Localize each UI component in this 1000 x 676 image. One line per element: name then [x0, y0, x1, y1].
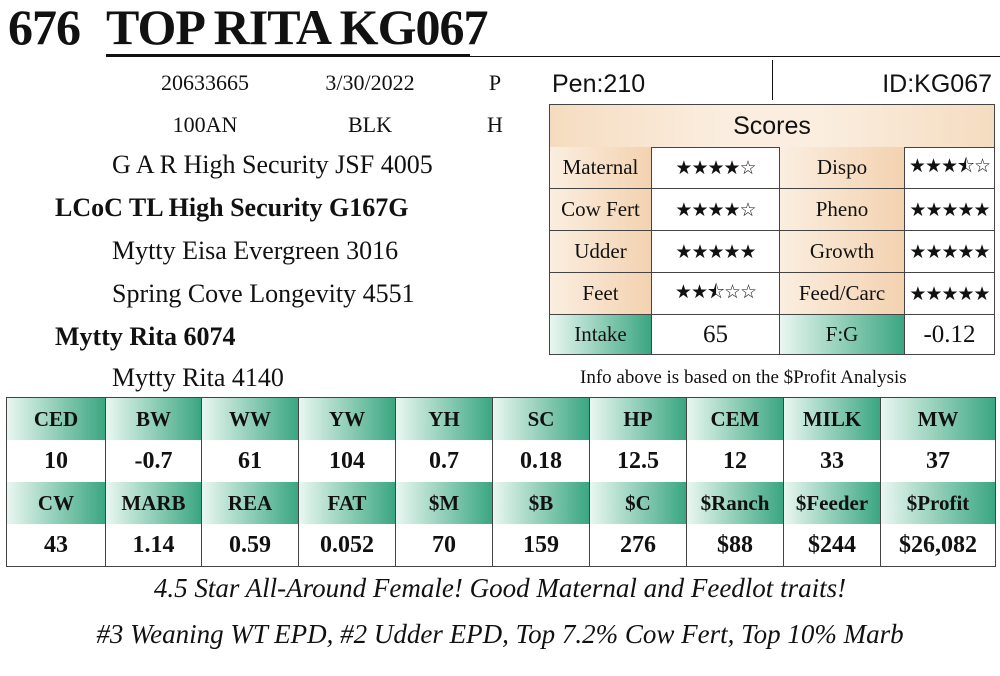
epd-value: 12.5 [590, 440, 687, 482]
score-stars: ★★★★★ [909, 282, 990, 305]
pen-id-divider [772, 60, 773, 100]
epd-value: 33 [784, 440, 881, 482]
epd-header: MILK [784, 398, 881, 440]
scores-row: Maternal ★★★★☆ Dispo ★★★⯪☆ [550, 147, 994, 189]
breed-percent: 100AN [172, 112, 238, 137]
epd-header: MW [881, 398, 995, 440]
score-label: Feet [550, 273, 652, 314]
epd-value: 0.18 [493, 440, 590, 482]
epd-header: SC [493, 398, 590, 440]
birth-date: 3/30/2022 [325, 70, 415, 95]
epd-value: 10 [7, 440, 106, 482]
pedigree-dam-sire: Spring Cove Longevity 4551 [112, 279, 415, 308]
feed-gain-label: F:G [780, 315, 905, 354]
pedigree-sire-dam: Mytty Eisa Evergreen 3016 [112, 236, 399, 265]
score-stars: ★★★★★ [909, 198, 990, 221]
pedigree-sire: LCoC TL High Security G167G [55, 193, 409, 222]
score-label: Feed/Carc [780, 273, 905, 314]
score-stars: ★★★★☆ [652, 147, 780, 188]
epd-value: 37 [881, 440, 995, 482]
intake-value: 65 [652, 315, 780, 354]
feed-gain-value: -0.12 [923, 320, 976, 348]
epd-value: 1.14 [106, 524, 202, 566]
epd-value: $88 [687, 524, 784, 566]
epd-header: MARB [106, 482, 202, 524]
epd-value: 0.59 [202, 524, 299, 566]
epd-value: 0.7 [396, 440, 493, 482]
epd-value: $26,082 [881, 524, 995, 566]
score-label: Dispo [780, 147, 905, 188]
epd-header: $M [396, 482, 493, 524]
epd-header: YH [396, 398, 493, 440]
epd-header: FAT [299, 482, 396, 524]
score-stars: ★★★★★ [652, 231, 780, 272]
epd-header: $B [493, 482, 590, 524]
score-label: Growth [780, 231, 905, 272]
epd-value: 61 [202, 440, 299, 482]
scores-row-intake: Intake 65 F:G -0.12 [550, 315, 994, 354]
score-label: Maternal [550, 147, 652, 188]
epd-header-row: CW MARB REA FAT $M $B $C $Ranch $Feeder … [7, 482, 995, 525]
epd-header-row: CED BW WW YW YH SC HP CEM MILK MW [7, 398, 995, 441]
epd-value: 104 [299, 440, 396, 482]
epd-value-row: 43 1.14 0.59 0.052 70 159 276 $88 $244 $… [7, 524, 995, 566]
epd-header: $Feeder [784, 482, 881, 524]
registration-number: 20633665 [161, 70, 249, 95]
epd-value: 159 [493, 524, 590, 566]
epd-header: WW [202, 398, 299, 440]
polled-code: P [488, 70, 502, 95]
epd-header: YW [299, 398, 396, 440]
score-stars: ★★★⯪☆ [908, 154, 991, 177]
animal-id: ID:KG067 [882, 70, 992, 98]
score-stars: ★★★★☆ [652, 189, 780, 230]
epd-header: CEM [687, 398, 784, 440]
score-label: Udder [550, 231, 652, 272]
name-underline [106, 54, 470, 57]
score-label: Cow Fert [550, 189, 652, 230]
epd-value: 276 [590, 524, 687, 566]
scores-table: Scores Maternal ★★★★☆ Dispo ★★★⯪☆ Cow Fe… [549, 104, 995, 355]
epd-table: CED BW WW YW YH SC HP CEM MILK MW 10 -0.… [6, 397, 996, 567]
epd-value: 12 [687, 440, 784, 482]
epd-header: CW [7, 482, 106, 524]
sex-code: H [487, 112, 503, 137]
animal-name: TOP RITA KG067 [106, 0, 488, 55]
epd-header: $Ranch [687, 482, 784, 524]
tagline-rankings: #3 Weaning WT EPD, #2 Udder EPD, Top 7.2… [96, 619, 904, 649]
score-stars: ★★⯪☆☆ [652, 273, 780, 314]
pedigree-sire-sire: G A R High Security JSF 4005 [112, 150, 433, 179]
epd-header: HP [590, 398, 687, 440]
header-rule [470, 56, 1000, 57]
pedigree-dam-dam: Mytty Rita 4140 [112, 363, 284, 392]
profit-analysis-note: Info above is based on the $Profit Analy… [580, 367, 907, 388]
epd-value: 0.052 [299, 524, 396, 566]
scores-row: Cow Fert ★★★★☆ Pheno ★★★★★ [550, 189, 994, 231]
epd-header: $C [590, 482, 687, 524]
scores-title: Scores [550, 105, 994, 148]
epd-value: $244 [784, 524, 881, 566]
epd-header: REA [202, 482, 299, 524]
epd-header: BW [106, 398, 202, 440]
epd-header: CED [7, 398, 106, 440]
pedigree-dam: Mytty Rita 6074 [55, 322, 236, 351]
tagline-summary: 4.5 Star All-Around Female! Good Materna… [153, 573, 847, 603]
epd-header: $Profit [881, 482, 995, 524]
scores-row: Feet ★★⯪☆☆ Feed/Carc ★★★★★ [550, 273, 994, 315]
score-label: Pheno [780, 189, 905, 230]
intake-label: Intake [550, 315, 652, 354]
epd-value: 43 [7, 524, 106, 566]
epd-value: 70 [396, 524, 493, 566]
epd-value-row: 10 -0.7 61 104 0.7 0.18 12.5 12 33 37 [7, 440, 995, 483]
lot-number: 676 [8, 0, 81, 55]
pen-number: Pen:210 [552, 70, 646, 98]
scores-row: Udder ★★★★★ Growth ★★★★★ [550, 231, 994, 273]
epd-value: -0.7 [106, 440, 202, 482]
score-stars: ★★★★★ [909, 240, 990, 263]
color-code: BLK [348, 112, 392, 137]
